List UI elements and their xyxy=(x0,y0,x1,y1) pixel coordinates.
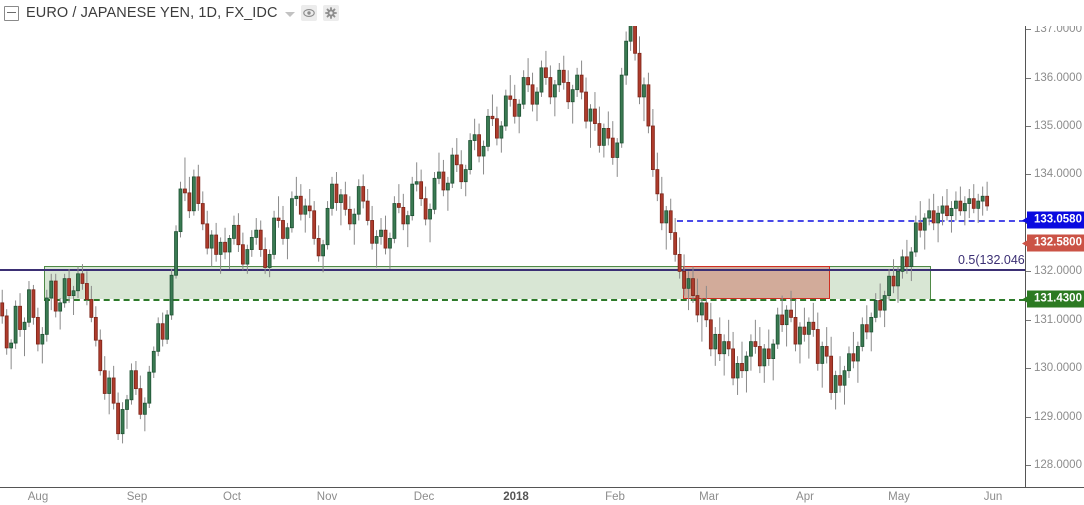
price-tick-label: 135.0000 xyxy=(1034,119,1082,132)
last-price-badge[interactable]: 133.0580 xyxy=(1022,211,1084,229)
support-dashed-line[interactable] xyxy=(44,298,1025,301)
price-tick-label: 130.0000 xyxy=(1034,362,1082,375)
price-tick-label: 132.0000 xyxy=(1034,265,1082,278)
time-tick-label: Feb xyxy=(605,491,625,503)
price-tick-label: 134.0000 xyxy=(1034,168,1082,181)
price-tick xyxy=(1026,125,1031,127)
support-price-badge[interactable]: 131.4300 xyxy=(1022,290,1084,308)
time-tick-label: Jun xyxy=(983,491,1003,503)
fib-level-line[interactable] xyxy=(0,269,1025,272)
eye-icon[interactable] xyxy=(300,5,317,21)
price-tick xyxy=(1026,368,1031,370)
price-tick-label: 136.0000 xyxy=(1034,71,1082,84)
resistance-price-badge[interactable]: 132.5800 xyxy=(1022,234,1084,252)
time-tick-label: Dec xyxy=(413,491,435,503)
price-tick xyxy=(1026,174,1031,176)
price-tick xyxy=(1026,29,1031,31)
price-axis[interactable]: 137.0000136.0000135.0000134.0000133.0000… xyxy=(1022,0,1084,487)
price-tick xyxy=(1026,271,1031,273)
time-tick-label: Sep xyxy=(126,491,148,503)
time-tick-label: Mar xyxy=(699,491,719,503)
price-tick xyxy=(1026,465,1031,467)
price-tick xyxy=(1026,416,1031,418)
chevron-down-icon[interactable] xyxy=(284,12,295,17)
time-tick-label: Nov xyxy=(316,491,338,503)
time-tick-label: May xyxy=(888,491,910,503)
price-tick-label: 137.0000 xyxy=(1034,23,1082,36)
target-dashed-line[interactable] xyxy=(677,220,1025,223)
price-tick xyxy=(1026,319,1031,321)
price-tick xyxy=(1026,77,1031,79)
symbol-title: EURO / JAPANESE YEN, 1D, FX_IDC xyxy=(26,5,278,21)
chart-header: EURO / JAPANESE YEN, 1D, FX_IDC xyxy=(0,0,1084,26)
chart-plot-area[interactable]: 0.5(132.0460) xyxy=(0,0,1025,487)
candlestick-series xyxy=(0,4,990,444)
time-tick-label: Apr xyxy=(796,491,814,503)
collapse-minus-icon[interactable] xyxy=(4,5,19,21)
price-tick-label: 131.0000 xyxy=(1034,313,1082,326)
time-tick-label: Aug xyxy=(27,491,49,503)
fib-level-label: 0.5(132.0460) xyxy=(958,253,1025,268)
gear-icon[interactable] xyxy=(322,5,339,21)
time-axis[interactable]: Aug Sep Oct Nov Dec 2018 Feb Mar Apr May Jun xyxy=(0,487,1084,505)
time-tick-label: Oct xyxy=(223,491,241,503)
price-tick-label: 128.0000 xyxy=(1034,459,1082,472)
time-tick-label: 2018 xyxy=(503,491,529,503)
price-tick-label: 129.0000 xyxy=(1034,410,1082,423)
